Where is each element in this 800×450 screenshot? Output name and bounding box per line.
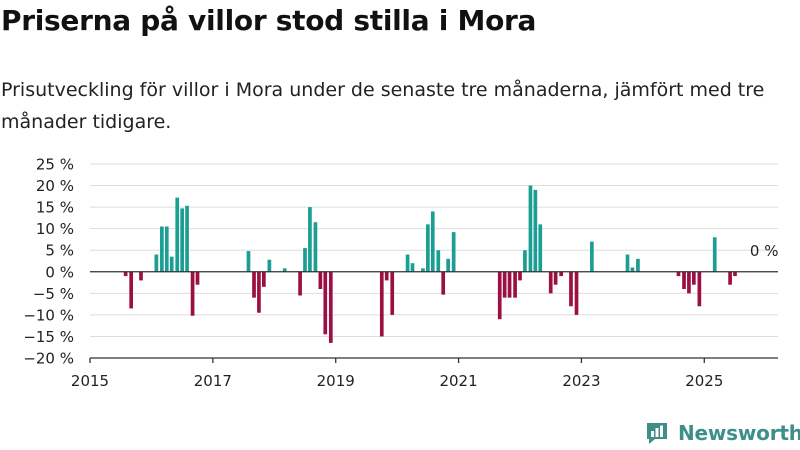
- bar: [190, 271, 195, 316]
- y-tick-label: −20 %: [23, 350, 74, 368]
- bar: [682, 271, 686, 290]
- bar: [692, 271, 696, 285]
- bar: [298, 271, 302, 296]
- bar: [507, 271, 512, 298]
- bar: [139, 271, 143, 281]
- bar: [533, 189, 538, 272]
- bar: [426, 224, 430, 272]
- x-tick-label: 2017: [194, 372, 232, 390]
- bar: [169, 256, 174, 272]
- y-tick-label: 25 %: [36, 156, 74, 174]
- bar: [518, 271, 522, 281]
- bar: [446, 258, 450, 272]
- bar: [676, 271, 681, 277]
- bar: [625, 254, 630, 272]
- bar: [421, 268, 425, 272]
- bar: [436, 250, 441, 272]
- bar: [175, 197, 180, 272]
- bar: [262, 271, 266, 287]
- bar: [451, 232, 456, 272]
- bar: [574, 271, 579, 315]
- bar: [180, 208, 184, 272]
- bar: [687, 271, 691, 294]
- bar: [323, 271, 328, 335]
- newsworthy-brand: Newsworthy: [644, 418, 800, 448]
- bar: [308, 207, 312, 272]
- page-subtitle: Prisutveckling för villor i Mora under d…: [1, 79, 765, 133]
- bar: [390, 271, 395, 315]
- newsworthy-logo-icon: [647, 423, 667, 444]
- bar: [538, 224, 543, 272]
- bar: [267, 259, 272, 272]
- x-tick-label: 2021: [439, 372, 477, 390]
- bar: [405, 254, 410, 272]
- bar: [733, 271, 737, 277]
- bar: [129, 271, 133, 309]
- bar: [318, 271, 323, 290]
- y-tick-label: −5 %: [33, 285, 74, 303]
- bar: [123, 271, 128, 277]
- bar: [523, 250, 527, 272]
- bar: [328, 271, 333, 343]
- bar: [559, 271, 563, 277]
- bar: [636, 258, 640, 272]
- x-tick-label: 2025: [685, 372, 723, 390]
- bar: [160, 226, 164, 272]
- x-tick-label: 2015: [71, 372, 109, 390]
- bar: [246, 251, 251, 272]
- bar: [548, 271, 553, 294]
- bar: [410, 263, 415, 272]
- y-tick-label: 5 %: [45, 242, 74, 260]
- x-tick-label: 2019: [317, 372, 355, 390]
- bar: [528, 185, 533, 272]
- bar: [154, 254, 159, 272]
- bar: [502, 271, 507, 298]
- brand-name: Newsworthy: [678, 421, 800, 445]
- y-tick-label: 10 %: [36, 220, 74, 238]
- bar: [282, 268, 287, 272]
- bar: [712, 237, 717, 272]
- bar: [379, 271, 384, 337]
- latest-value-label: 0 %: [750, 242, 779, 260]
- x-tick-label: 2023: [562, 372, 600, 390]
- y-tick-label: −10 %: [23, 306, 74, 324]
- bar: [630, 267, 635, 272]
- page-title: Priserna på villor stod stilla i Mora: [1, 4, 537, 37]
- bar: [697, 271, 702, 307]
- bar: [164, 226, 169, 272]
- bar: [513, 271, 517, 298]
- bar: [728, 271, 732, 285]
- bar: [303, 248, 307, 272]
- bar: [195, 271, 200, 285]
- bar: [430, 211, 435, 272]
- bar: [313, 222, 318, 272]
- bar: [257, 271, 261, 313]
- bar: [553, 271, 558, 285]
- bar: [497, 271, 502, 320]
- bar: [252, 271, 256, 298]
- bar: [441, 271, 446, 295]
- y-tick-label: 15 %: [36, 199, 74, 217]
- y-tick-label: 20 %: [36, 177, 74, 195]
- y-tick-label: −15 %: [23, 328, 74, 346]
- bar: [384, 271, 389, 281]
- bar: [569, 271, 573, 307]
- y-tick-label: 0 %: [45, 263, 74, 281]
- bar: [185, 205, 189, 272]
- bar: [590, 241, 594, 272]
